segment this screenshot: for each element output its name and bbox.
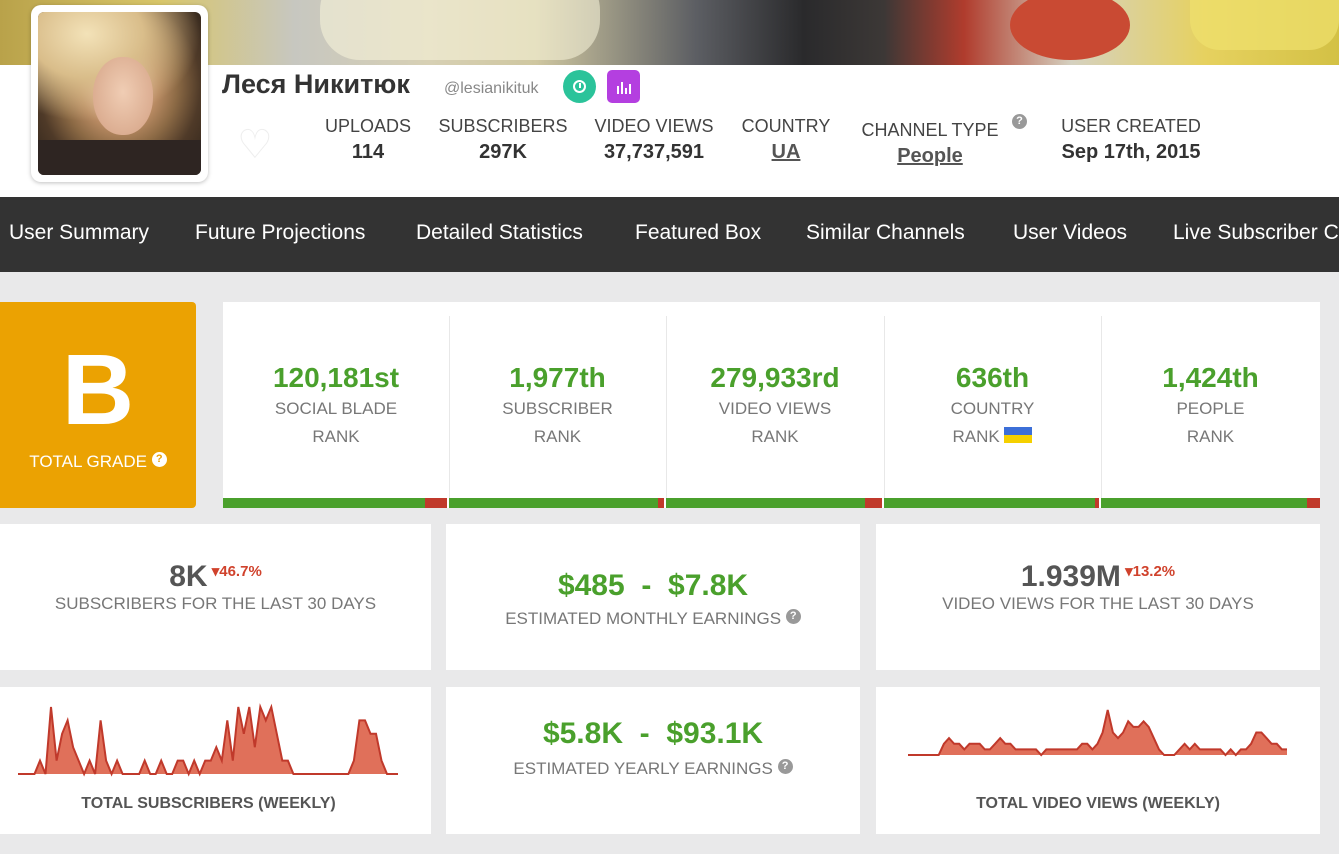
tab-bar: User Summary Future Projections Detailed… xyxy=(0,197,1339,272)
rank-label: PEOPLE xyxy=(1176,399,1245,418)
sparkline-area xyxy=(18,707,398,774)
subscribers-chart-card: TOTAL SUBSCRIBERS (WEEKLY) xyxy=(0,687,431,834)
rank-value: 636th xyxy=(955,362,1030,393)
monthly-earnings-card: $485 - $7.8K ESTIMATED MONTHLY EARNINGS … xyxy=(446,524,860,670)
help-icon[interactable]: ? xyxy=(151,452,167,467)
rank-label: RANK xyxy=(312,427,360,446)
stat-video-views: VIDEO VIEWS 37,737,591 xyxy=(589,116,719,164)
rank-label: RANK xyxy=(751,427,799,446)
country-link[interactable]: UA xyxy=(771,141,801,163)
sparkline-line xyxy=(908,709,1287,757)
subscribers-chart-label: TOTAL SUBSCRIBERS (WEEKLY) xyxy=(81,795,336,812)
rank-label: RANK xyxy=(952,427,1000,446)
video-views-change: 13.2% xyxy=(1132,563,1176,580)
rank-value: 120,181st xyxy=(272,362,400,393)
video-views-30-days-label: VIDEO VIEWS FOR THE LAST 30 DAYS xyxy=(942,594,1254,613)
rank-bar xyxy=(449,498,664,508)
total-grade-card: B TOTAL GRADE ? xyxy=(0,302,196,508)
stat-value: 114 xyxy=(351,141,385,163)
rank-bar xyxy=(884,498,1099,508)
video-views-chart-label: TOTAL VIDEO VIEWS (WEEKLY) xyxy=(976,795,1220,812)
rank-value: 1,424th xyxy=(1162,362,1259,393)
help-icon[interactable]: ? xyxy=(777,759,793,774)
channel-type-link[interactable]: People xyxy=(897,145,963,167)
tab-similar-channels[interactable]: Similar Channels xyxy=(806,221,965,244)
stat-label: VIDEO VIEWS xyxy=(594,116,714,136)
rank-label: COUNTRY xyxy=(950,399,1035,418)
yearly-earnings-card: $5.8K - $93.1K ESTIMATED YEARLY EARNINGS… xyxy=(446,687,860,834)
rank-bar xyxy=(223,498,447,508)
stat-label: SUBSCRIBERS xyxy=(438,116,568,136)
monthly-earnings-value: $485 - $7.8K xyxy=(557,569,749,602)
banner-shape xyxy=(1190,0,1339,50)
stat-value: 297K xyxy=(479,141,527,163)
subscribers-30-days-value: 8K xyxy=(169,560,208,593)
tab-detailed-statistics[interactable]: Detailed Statistics xyxy=(416,221,583,244)
banner-shape xyxy=(1010,0,1130,60)
rank-label: SOCIAL BLADE xyxy=(274,399,398,418)
channel-name: Леся Никитюк xyxy=(222,69,410,99)
grade-label: TOTAL GRADE xyxy=(29,452,148,471)
ukraine-flag-icon xyxy=(1004,427,1033,443)
help-icon[interactable]: ? xyxy=(785,609,801,624)
stat-value: 37,737,591 xyxy=(603,141,705,163)
video-views-chart-card: TOTAL VIDEO VIEWS (WEEKLY) xyxy=(876,687,1320,834)
stat-label: UPLOADS xyxy=(324,116,412,136)
help-icon[interactable]: ? xyxy=(1012,114,1027,129)
stat-label: CHANNEL TYPE xyxy=(861,120,999,140)
video-views-30-days-value: 1.939M xyxy=(1020,560,1121,593)
subscribers-change: 46.7% xyxy=(219,563,262,580)
tab-user-summary[interactable]: User Summary xyxy=(9,221,150,244)
grade-letter: B xyxy=(61,334,135,446)
stat-uploads: UPLOADS 114 xyxy=(318,116,418,164)
rank-label: VIDEO VIEWS xyxy=(718,399,832,418)
rank-bar xyxy=(666,498,882,508)
rank-value: 279,933rd xyxy=(710,362,840,393)
yearly-earnings-value: $5.8K - $93.1K xyxy=(542,717,764,750)
channel-handle[interactable]: @lesianikituk xyxy=(444,80,539,97)
stat-value: Sep 17th, 2015 xyxy=(1061,141,1201,163)
stat-label: USER CREATED xyxy=(1061,116,1201,136)
stat-country: COUNTRY UA xyxy=(736,116,836,164)
tab-future-projections[interactable]: Future Projections xyxy=(195,221,366,244)
subscribers-30-days-label: SUBSCRIBERS FOR THE LAST 30 DAYS xyxy=(54,594,377,613)
stat-label: COUNTRY xyxy=(741,116,831,136)
sparkline-line xyxy=(18,703,398,777)
heart-icon[interactable]: ♡ xyxy=(237,123,273,167)
rank-people: 1,424th PEOPLE RANK xyxy=(1101,302,1320,508)
channel-banner xyxy=(0,0,1339,65)
rank-value: 1,977th xyxy=(509,362,606,393)
stat-user-created: USER CREATED Sep 17th, 2015 xyxy=(1050,116,1212,164)
rank-panel: 120,181st SOCIAL BLADE RANK 1,977th SUBS… xyxy=(223,302,1320,508)
banner-shape xyxy=(320,0,600,60)
subscribers-sparkline xyxy=(18,703,398,777)
clock-icon[interactable] xyxy=(563,70,596,103)
video-views-30-days-card: 1.939M ▾13.2% VIDEO VIEWS FOR THE LAST 3… xyxy=(876,524,1320,670)
rank-country: 636th COUNTRY RANK xyxy=(884,302,1101,508)
rank-label: SUBSCRIBER xyxy=(502,399,613,418)
rank-social-blade: 120,181st SOCIAL BLADE RANK xyxy=(223,302,449,508)
rank-video-views: 279,933rd VIDEO VIEWS RANK xyxy=(666,302,884,508)
stat-subscribers: SUBSCRIBERS 297K xyxy=(433,116,573,164)
avatar-photo xyxy=(38,12,201,175)
rank-label: RANK xyxy=(533,427,582,446)
monthly-earnings-label: ESTIMATED MONTHLY EARNINGS xyxy=(505,609,782,628)
subscribers-30-days-card: 8K ▾46.7% SUBSCRIBERS FOR THE LAST 30 DA… xyxy=(0,524,431,670)
tab-featured-box[interactable]: Featured Box xyxy=(635,221,762,244)
profile-header xyxy=(0,65,1339,197)
rank-bar xyxy=(1101,498,1320,508)
tab-live-subscriber-count[interactable]: Live Subscriber C xyxy=(1173,221,1339,244)
avatar[interactable] xyxy=(31,5,208,182)
video-views-sparkline xyxy=(908,709,1287,757)
rank-label: RANK xyxy=(1186,427,1235,446)
yearly-earnings-label: ESTIMATED YEARLY EARNINGS xyxy=(513,759,773,778)
rank-subscriber: 1,977th SUBSCRIBER RANK xyxy=(449,302,666,508)
bar-chart-icon[interactable] xyxy=(607,70,640,103)
tab-user-videos[interactable]: User Videos xyxy=(1013,221,1128,244)
sparkline-area xyxy=(908,710,1287,755)
stat-channel-type: CHANNEL TYPE People xyxy=(855,120,1005,168)
